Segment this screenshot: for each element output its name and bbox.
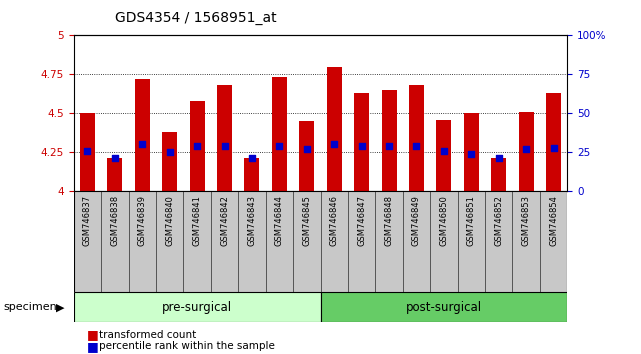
Text: GSM746840: GSM746840 [165, 195, 174, 246]
Text: GSM746851: GSM746851 [467, 195, 476, 246]
Point [302, 146, 312, 152]
Text: GSM746843: GSM746843 [247, 195, 256, 246]
FancyBboxPatch shape [74, 292, 320, 322]
Point [192, 143, 203, 149]
Text: ▶: ▶ [56, 302, 64, 312]
Bar [299, 121, 314, 191]
Text: transformed count: transformed count [99, 330, 197, 339]
Text: GSM746844: GSM746844 [275, 195, 284, 246]
Text: ■: ■ [87, 340, 98, 353]
Point [466, 151, 476, 156]
Point [247, 156, 257, 161]
Text: pre-surgical: pre-surgical [162, 301, 232, 314]
Text: GSM746837: GSM746837 [83, 195, 92, 246]
Text: GSM746850: GSM746850 [439, 195, 449, 246]
Text: GSM746853: GSM746853 [522, 195, 531, 246]
Point [549, 145, 559, 150]
Text: GSM746848: GSM746848 [385, 195, 394, 246]
Text: GSM746852: GSM746852 [494, 195, 503, 246]
Text: GSM746849: GSM746849 [412, 195, 421, 246]
Text: percentile rank within the sample: percentile rank within the sample [99, 341, 275, 351]
Text: GSM746841: GSM746841 [192, 195, 202, 246]
Bar [546, 93, 561, 191]
Bar [327, 67, 342, 191]
Point [219, 143, 229, 149]
Text: GSM746845: GSM746845 [303, 195, 312, 246]
Text: GSM746846: GSM746846 [329, 195, 338, 246]
Bar [135, 79, 150, 191]
Bar [272, 78, 287, 191]
Bar [190, 101, 204, 191]
Point [356, 143, 367, 149]
Text: GSM746839: GSM746839 [138, 195, 147, 246]
Bar [217, 85, 232, 191]
Point [438, 148, 449, 154]
Point [165, 149, 175, 155]
FancyBboxPatch shape [320, 292, 567, 322]
Bar [354, 93, 369, 191]
Text: GDS4354 / 1568951_at: GDS4354 / 1568951_at [115, 11, 277, 25]
Text: specimen: specimen [3, 302, 57, 312]
Bar [409, 85, 424, 191]
Bar [491, 159, 506, 191]
Point [110, 156, 120, 161]
Point [82, 148, 92, 154]
Bar [437, 120, 451, 191]
Point [494, 156, 504, 161]
Bar [464, 113, 479, 191]
Point [329, 142, 339, 147]
Point [137, 142, 147, 147]
Text: post-surgical: post-surgical [406, 301, 482, 314]
Point [384, 143, 394, 149]
Bar [519, 112, 534, 191]
Point [412, 143, 422, 149]
Bar [244, 159, 260, 191]
Text: ■: ■ [87, 328, 98, 341]
Text: GSM746838: GSM746838 [110, 195, 119, 246]
Text: GSM746842: GSM746842 [220, 195, 229, 246]
Text: GSM746854: GSM746854 [549, 195, 558, 246]
Point [274, 143, 285, 149]
Text: GSM746847: GSM746847 [357, 195, 366, 246]
Bar [162, 132, 177, 191]
Bar [107, 159, 122, 191]
Bar [381, 90, 397, 191]
FancyBboxPatch shape [74, 191, 567, 292]
Point [521, 146, 531, 152]
Bar [80, 113, 95, 191]
